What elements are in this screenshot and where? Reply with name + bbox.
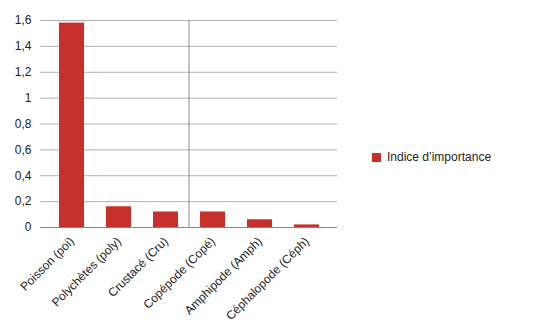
svg-text:1: 1 <box>25 91 32 105</box>
svg-text:1,2: 1,2 <box>15 65 32 79</box>
svg-text:1,6: 1,6 <box>15 13 32 27</box>
svg-text:Poisson (poi): Poisson (poi) <box>17 234 77 294</box>
svg-text:1,4: 1,4 <box>15 39 32 53</box>
svg-text:Polychètes (poly): Polychètes (poly) <box>48 234 124 310</box>
html-text:Indice d’importance: Indice d’importance <box>387 150 492 164</box>
svg-text:Céphalopode (Céph): Céphalopode (Céph) <box>223 234 312 323</box>
svg-text:Copépode (Copé): Copépode (Copé) <box>140 234 218 312</box>
svg-text:Amphipode (Amph): Amphipode (Amph) <box>182 234 265 317</box>
svg-text:0: 0 <box>25 220 32 234</box>
svg-text:0,2: 0,2 <box>15 194 32 208</box>
svg-text:0,6: 0,6 <box>15 143 32 157</box>
svg-text:0,4: 0,4 <box>15 169 32 183</box>
svg-text:0,8: 0,8 <box>15 117 32 131</box>
svg-text:Crustacé (Cru): Crustacé (Cru) <box>105 234 171 300</box>
